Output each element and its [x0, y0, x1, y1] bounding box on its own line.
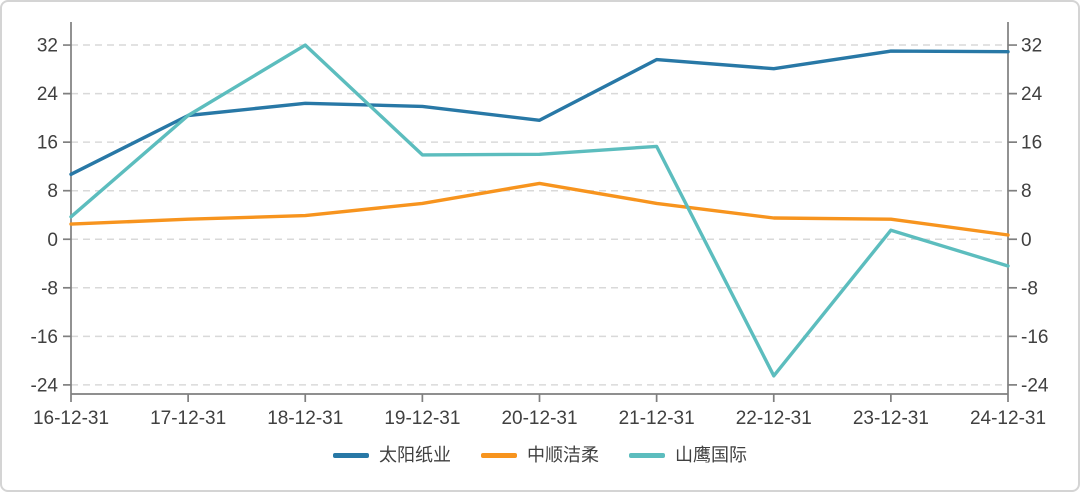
- y-axis-label-left: 16: [37, 133, 58, 154]
- x-axis-label: 18-12-31: [267, 408, 343, 429]
- y-axis-label-left: -24: [31, 375, 59, 396]
- y-axis-label-right: -24: [1021, 375, 1049, 396]
- y-axis-label-right: 32: [1021, 36, 1042, 57]
- y-axis-label-right: -8: [1021, 278, 1038, 299]
- series-line-3: [69, 43, 1010, 378]
- legend-swatch-icon: [333, 452, 369, 458]
- legend-item-2: 中顺洁柔: [481, 446, 599, 464]
- x-axis-label: 24-12-31: [970, 408, 1046, 429]
- y-axis-label-left: -8: [41, 278, 58, 299]
- legend-swatch-icon: [629, 452, 665, 458]
- y-axis-label-right: 24: [1021, 84, 1043, 105]
- y-axis-label-left: 8: [47, 181, 58, 202]
- legend-item-3: 山鹰国际: [629, 446, 747, 464]
- y-axis-label-left: 24: [37, 84, 59, 105]
- line-chart-plot-area: 32 32 24 24 16 16 8 8 0 0 -8 -8 -16 -16 -24 -24 16-12-31…: [31, 22, 1049, 429]
- legend-label: 太阳纸业: [379, 445, 451, 465]
- legend-label: 山鹰国际: [675, 445, 747, 465]
- x-axis-label: 21-12-31: [619, 408, 695, 429]
- y-axis-label-right: 0: [1021, 230, 1032, 251]
- chart-legend: 太阳纸业 中顺洁柔 山鹰国际: [2, 446, 1078, 464]
- x-axis-label: 16-12-31: [33, 408, 109, 429]
- x-axis-label: 23-12-31: [853, 408, 929, 429]
- x-axis-label: 19-12-31: [384, 408, 460, 429]
- legend-label: 中顺洁柔: [527, 445, 599, 465]
- y-axis-label-left: -16: [31, 327, 58, 348]
- x-axis-label: 20-12-31: [501, 408, 577, 429]
- x-axis-label: 22-12-31: [736, 408, 812, 429]
- x-axis-label: 17-12-31: [150, 408, 226, 429]
- y-axis-label-left: 0: [47, 230, 58, 251]
- legend-swatch-icon: [481, 452, 517, 458]
- y-axis-label-right: -16: [1021, 327, 1048, 348]
- legend-item-1: 太阳纸业: [333, 446, 451, 464]
- series-line-1: [69, 49, 1010, 177]
- y-axis-label-left: 32: [37, 36, 58, 57]
- y-axis-label-right: 16: [1021, 133, 1042, 154]
- y-axis-label-right: 8: [1021, 181, 1032, 202]
- series-line-2: [69, 181, 1010, 237]
